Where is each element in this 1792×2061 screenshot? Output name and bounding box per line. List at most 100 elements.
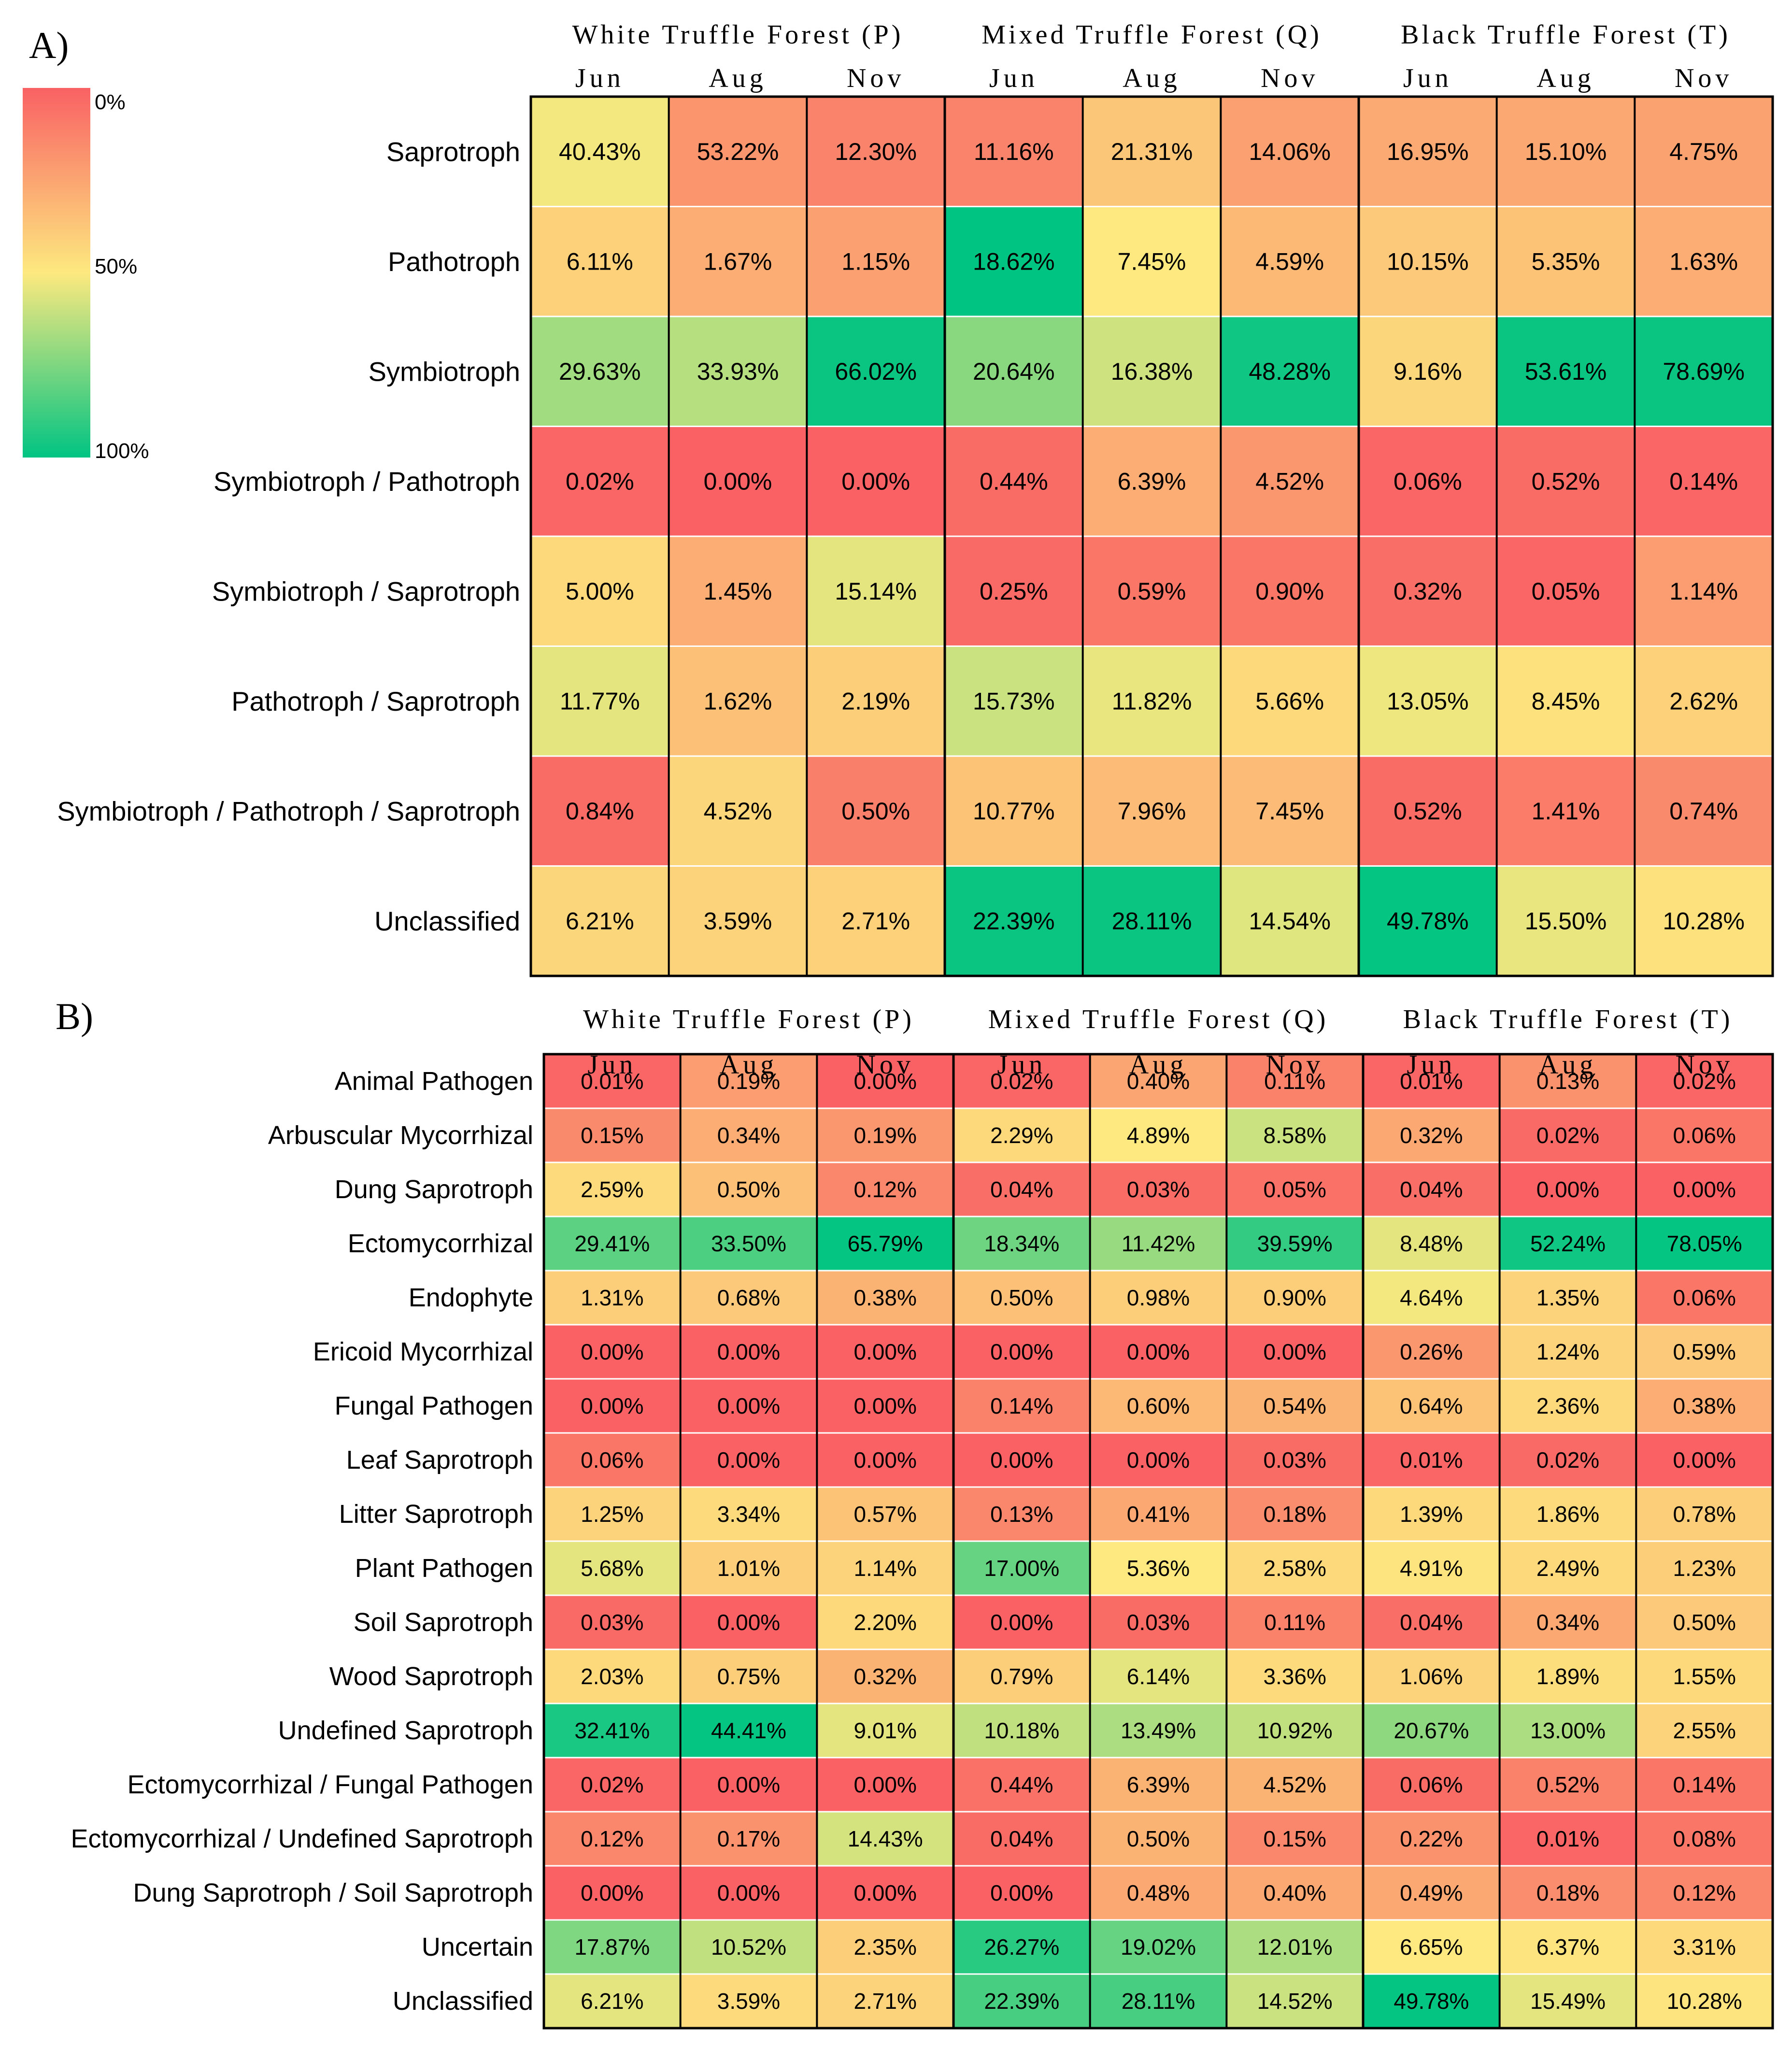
cell-value-label: 10.28% <box>1667 1989 1742 2014</box>
legend-min-label: 0% <box>95 90 126 114</box>
row-label: Symbiotroph <box>369 356 520 386</box>
row-label: Ericoid Mycorrhizal <box>313 1337 533 1366</box>
heatmap-cell <box>680 1757 818 1813</box>
cell-value-label: 13.49% <box>1121 1718 1196 1743</box>
heatmap-cell <box>1362 1107 1501 1163</box>
cell-value-label: 0.40% <box>1263 1880 1326 1905</box>
heatmap-cell <box>543 1216 682 1272</box>
forest-group-label: Mixed Truffle Forest (Q) <box>988 1004 1329 1034</box>
heatmap-cell <box>668 535 808 647</box>
heatmap-cell <box>1089 1432 1227 1488</box>
heatmap-cell <box>1496 426 1636 537</box>
cell-value-label: 0.00% <box>581 1393 643 1418</box>
row-label: Undefined Saprotroph <box>278 1716 533 1745</box>
month-column-label: Aug <box>1129 1050 1187 1080</box>
heatmap-cell <box>944 645 1084 757</box>
heatmap-cell <box>1225 1540 1364 1596</box>
cell-value-label: 52.24% <box>1530 1231 1606 1256</box>
heatmap-cell <box>1499 1378 1637 1434</box>
row-label: Animal Pathogen <box>335 1067 533 1096</box>
row-label: Ectomycorrhizal / Undefined Saprotroph <box>71 1824 533 1853</box>
cell-value-label: 0.02% <box>990 1069 1053 1094</box>
cell-value-label: 0.75% <box>717 1664 780 1689</box>
cell-value-label: 2.49% <box>1536 1556 1599 1581</box>
heatmap-cell <box>1225 1270 1364 1326</box>
month-column-label: Nov <box>847 63 905 93</box>
cell-value-label: 0.79% <box>990 1664 1053 1689</box>
cell-value-label: 3.34% <box>717 1502 780 1527</box>
heatmap-cell <box>1225 1486 1364 1542</box>
cell-value-label: 0.13% <box>1536 1069 1599 1094</box>
cell-value-label: 11.82% <box>1112 687 1192 715</box>
cell-value-label: 0.01% <box>1536 1826 1599 1851</box>
heatmap-cell <box>680 1703 818 1759</box>
cell-value-label: 0.50% <box>1127 1826 1190 1851</box>
heatmap-cell <box>944 96 1084 207</box>
cell-value-label: 0.06% <box>581 1447 643 1473</box>
heatmap-cell <box>1225 1432 1364 1488</box>
cell-value-label: 15.14% <box>835 578 917 605</box>
month-column-label: Nov <box>1675 63 1733 93</box>
cell-value-label: 10.18% <box>984 1718 1059 1743</box>
heatmap-cell <box>543 1757 682 1813</box>
cell-value-label: 0.02% <box>1536 1447 1599 1473</box>
cell-value-label: 0.00% <box>717 1447 780 1473</box>
heatmap-cell <box>530 426 670 537</box>
cell-value-label: 8.48% <box>1400 1231 1463 1256</box>
cell-value-label: 0.00% <box>841 468 910 495</box>
cell-value-label: 39.59% <box>1257 1231 1333 1256</box>
cell-value-label: 0.06% <box>1394 468 1462 495</box>
heatmap-cell <box>530 206 670 317</box>
cell-value-label: 14.06% <box>1249 138 1331 165</box>
cell-value-label: 1.14% <box>1669 578 1738 605</box>
cell-value-label: 0.32% <box>853 1664 916 1689</box>
cell-value-label: 0.01% <box>581 1069 643 1094</box>
panel-b-heatmap: 0.01% 0.19% 0.00% 0.02% 0.40% 0.11% 0.01% 0.13%… <box>71 1004 1774 2030</box>
cell-value-label: 0.19% <box>853 1123 916 1148</box>
cell-value-label: 0.57% <box>853 1502 916 1527</box>
cell-value-label: 0.03% <box>1127 1177 1190 1202</box>
heatmap-cell <box>806 315 946 427</box>
heatmap-cell <box>1089 1161 1227 1217</box>
cell-value-label: 1.14% <box>853 1556 916 1581</box>
cell-value-label: 53.61% <box>1525 358 1607 385</box>
cell-value-label: 0.32% <box>1394 578 1462 605</box>
heatmap-cell <box>668 426 808 537</box>
cell-value-label: 6.21% <box>581 1989 643 2014</box>
cell-value-label: 7.96% <box>1118 798 1186 825</box>
heatmap-cell <box>1635 1703 1774 1759</box>
heatmap-cell <box>543 1432 682 1488</box>
cell-value-label: 0.98% <box>1127 1285 1190 1310</box>
cell-value-label: 0.50% <box>717 1177 780 1202</box>
heatmap-cell <box>680 1053 818 1109</box>
cell-value-label: 1.35% <box>1536 1285 1599 1310</box>
heatmap-cell <box>1082 755 1222 867</box>
heatmap-cell <box>816 1432 954 1488</box>
heatmap-cell <box>953 1053 1091 1109</box>
forest-group-label: White Truffle Forest (P) <box>583 1004 914 1034</box>
heatmap-cell <box>1089 1865 1227 1921</box>
cell-value-label: 53.22% <box>697 138 779 165</box>
heatmap-cell <box>1634 645 1774 757</box>
heatmap-cell <box>1499 1757 1637 1813</box>
heatmap-cell <box>543 1973 682 2029</box>
cell-value-label: 0.11% <box>1264 1069 1325 1094</box>
cell-value-label: 3.59% <box>717 1989 780 2014</box>
cell-value-label: 1.39% <box>1400 1502 1463 1527</box>
heatmap-cell <box>1634 315 1774 427</box>
cell-value-label: 0.64% <box>1400 1393 1463 1418</box>
heatmap-cell <box>1225 1973 1364 2029</box>
cell-value-label: 0.00% <box>717 1880 780 1905</box>
row-label: Ectomycorrhizal / Fungal Pathogen <box>128 1770 533 1799</box>
heatmap-cell <box>530 865 670 977</box>
heatmap-cell <box>1082 206 1222 317</box>
cell-value-label: 0.05% <box>1263 1177 1326 1202</box>
cell-value-label: 5.00% <box>566 578 634 605</box>
cell-value-label: 0.00% <box>1673 1177 1735 1202</box>
heatmap-cell <box>530 535 670 647</box>
heatmap-cell <box>680 1378 818 1434</box>
cell-value-label: 4.52% <box>1255 468 1324 495</box>
cell-value-label: 32.41% <box>574 1718 650 1743</box>
heatmap-cell <box>680 1107 818 1163</box>
